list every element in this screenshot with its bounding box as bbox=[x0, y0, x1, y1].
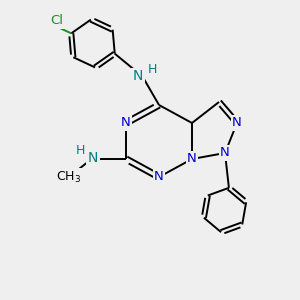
Text: N: N bbox=[232, 116, 242, 130]
Text: N: N bbox=[88, 151, 98, 164]
Text: N: N bbox=[154, 170, 164, 184]
Text: N: N bbox=[187, 152, 197, 166]
Text: N: N bbox=[121, 116, 131, 130]
Text: N: N bbox=[133, 70, 143, 83]
Text: Cl: Cl bbox=[50, 14, 63, 28]
Text: N: N bbox=[220, 146, 230, 160]
Text: H: H bbox=[147, 63, 157, 76]
Text: CH$_3$: CH$_3$ bbox=[56, 169, 82, 184]
Text: H: H bbox=[75, 143, 85, 157]
